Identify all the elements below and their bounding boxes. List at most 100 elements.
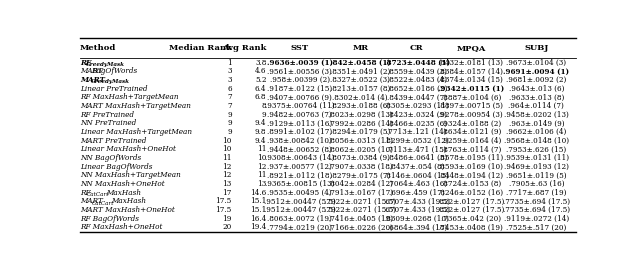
Text: .8437±.054 (8): .8437±.054 (8)	[389, 163, 445, 171]
Text: .8593±.0169 (10): .8593±.0169 (10)	[438, 163, 503, 171]
Text: .7913±.0167 (17): .7913±.0167 (17)	[328, 189, 393, 197]
Text: .7953±.626 (15): .7953±.626 (15)	[506, 145, 566, 153]
Text: .7166±.0226 (20): .7166±.0226 (20)	[328, 223, 393, 231]
Text: .8423±.0324 (9): .8423±.0324 (9)	[387, 111, 447, 119]
Text: MPQA: MPQA	[456, 44, 486, 52]
Text: MaxHash: MaxHash	[111, 197, 146, 205]
Text: .9568±.0148 (10): .9568±.0148 (10)	[504, 137, 569, 145]
Text: .9278±.00954 (3): .9278±.00954 (3)	[438, 111, 503, 119]
Text: .9643±.013 (6): .9643±.013 (6)	[509, 85, 564, 93]
Text: GreedyMask: GreedyMask	[92, 79, 131, 84]
Text: 8: 8	[262, 102, 266, 110]
Text: .8327±.0522 (3): .8327±.0522 (3)	[330, 76, 390, 84]
Text: .8991±.0102 (17): .8991±.0102 (17)	[267, 128, 332, 136]
Text: 15.1: 15.1	[250, 197, 266, 205]
Text: 11: 11	[257, 171, 266, 179]
Text: .8578±.0195 (11): .8578±.0195 (11)	[438, 154, 504, 162]
Text: .6707±.433 (19.5): .6707±.433 (19.5)	[383, 197, 451, 205]
Text: .842±.0458 (1): .842±.0458 (1)	[330, 59, 391, 67]
Text: SUBJ: SUBJ	[524, 44, 548, 52]
Text: .8309±.0268 (10): .8309±.0268 (10)	[385, 215, 449, 223]
Text: .9375±.00764 (11): .9375±.00764 (11)	[265, 102, 335, 110]
Text: .963±.0149 (9): .963±.0149 (9)	[509, 119, 564, 127]
Text: .9469±.0193 (12): .9469±.0193 (12)	[504, 163, 569, 171]
Text: 3.8: 3.8	[255, 59, 266, 67]
Text: .9259±.0164 (4): .9259±.0164 (4)	[441, 137, 501, 145]
Text: NN MaxHash+TargetMean: NN MaxHash+TargetMean	[80, 171, 180, 179]
Text: .8384±.0157 (14): .8384±.0157 (14)	[438, 67, 503, 75]
Text: .7794±.0219 (20): .7794±.0219 (20)	[268, 223, 332, 231]
Text: .8073±.0384 (9): .8073±.0384 (9)	[330, 154, 390, 162]
Text: 14.6: 14.6	[250, 189, 266, 197]
Text: .938±.00842 (10): .938±.00842 (10)	[268, 137, 332, 145]
Text: Linear MaxHash+OneHot: Linear MaxHash+OneHot	[80, 145, 176, 153]
Text: .8023±.0298 (13): .8023±.0298 (13)	[328, 111, 392, 119]
Text: .8305±.0293 (11): .8305±.0293 (11)	[385, 102, 449, 110]
Text: .822±.0127 (17.5): .822±.0127 (17.5)	[437, 206, 504, 214]
Text: .8439±.0447 (7): .8439±.0447 (7)	[387, 93, 447, 101]
Text: NN MaxHash+OneHot: NN MaxHash+OneHot	[80, 180, 164, 188]
Text: MART: MART	[80, 76, 105, 84]
Text: NN PreTrained: NN PreTrained	[80, 119, 136, 127]
Text: .8763±.0114 (7): .8763±.0114 (7)	[441, 145, 501, 153]
Text: .9308±.00643 (14): .9308±.00643 (14)	[265, 154, 335, 162]
Text: 7: 7	[227, 102, 232, 110]
Text: .9448±.00652 (8): .9448±.00652 (8)	[268, 145, 332, 153]
Text: 4.6: 4.6	[255, 67, 266, 75]
Text: .8294±.0179 (5): .8294±.0179 (5)	[330, 128, 390, 136]
Text: .8897±.00715 (5): .8897±.00715 (5)	[438, 102, 503, 110]
Text: SST: SST	[291, 44, 308, 52]
Text: .7907±.0338 (18): .7907±.0338 (18)	[328, 163, 392, 171]
Text: Linear MaxHash+TargetMean: Linear MaxHash+TargetMean	[80, 128, 192, 136]
Text: .8486±.0641 (5): .8486±.0641 (5)	[387, 154, 447, 162]
Text: 5.2: 5.2	[255, 76, 266, 84]
Text: 9: 9	[227, 128, 232, 136]
Text: .8063±.0072 (19): .8063±.0072 (19)	[268, 215, 332, 223]
Text: .7525±.517 (20): .7525±.517 (20)	[506, 223, 566, 231]
Text: MR: MR	[352, 44, 368, 52]
Text: .9681±.0092 (2): .9681±.0092 (2)	[506, 76, 566, 84]
Text: 9.4: 9.4	[255, 137, 266, 145]
Text: 19: 19	[223, 215, 232, 223]
Text: .7365±.042 (20): .7365±.042 (20)	[441, 215, 501, 223]
Text: .8522±.0483 (4): .8522±.0483 (4)	[387, 76, 447, 84]
Text: .8213±.0157 (8): .8213±.0157 (8)	[330, 85, 390, 93]
Text: 3: 3	[227, 67, 232, 75]
Text: 11: 11	[257, 145, 266, 153]
Text: .9651±.0119 (5): .9651±.0119 (5)	[506, 171, 566, 179]
Text: 12: 12	[223, 171, 232, 179]
Text: 17.5: 17.5	[216, 206, 232, 214]
Text: Linear PreTrained: Linear PreTrained	[80, 85, 147, 93]
Text: RF BagOfWords: RF BagOfWords	[80, 215, 139, 223]
Text: .8652±.0186 (2): .8652±.0186 (2)	[387, 85, 447, 93]
Text: .9512±.00447 (5.5): .9512±.00447 (5.5)	[264, 206, 335, 214]
Text: GreedyMask: GreedyMask	[86, 62, 125, 67]
Text: Linear BagOfWords: Linear BagOfWords	[80, 163, 152, 171]
Text: .9129±.0113 (16): .9129±.0113 (16)	[267, 119, 332, 127]
Text: MART: MART	[80, 67, 105, 75]
Text: CatCart: CatCart	[86, 192, 109, 197]
Text: .7416±.0405 (19): .7416±.0405 (19)	[328, 215, 393, 223]
Text: .8146±.0604 (13): .8146±.0604 (13)	[384, 171, 449, 179]
Text: .8302±.014 (4): .8302±.014 (4)	[332, 93, 388, 101]
Text: 17.5: 17.5	[216, 197, 232, 205]
Text: .7735±.694 (17.5): .7735±.694 (17.5)	[503, 197, 570, 205]
Text: .7453±.0408 (19): .7453±.0408 (19)	[438, 223, 503, 231]
Text: .8246±.0152 (16): .8246±.0152 (16)	[438, 189, 504, 197]
Text: MART: MART	[80, 197, 103, 205]
Text: 13: 13	[257, 180, 266, 188]
Text: .8042±.0284 (12): .8042±.0284 (12)	[328, 180, 393, 188]
Text: .7113±.471 (15): .7113±.471 (15)	[387, 145, 447, 153]
Text: NN BagOfWords: NN BagOfWords	[80, 154, 141, 162]
Text: .8466±.0235 (6): .8466±.0235 (6)	[387, 119, 447, 127]
Text: MaxHash: MaxHash	[106, 189, 141, 197]
Text: 16.4: 16.4	[250, 215, 266, 223]
Text: .7064±.463 (16): .7064±.463 (16)	[387, 180, 447, 188]
Text: .8056±.0313 (11): .8056±.0313 (11)	[328, 137, 393, 145]
Text: .8279±.0175 (7): .8279±.0175 (7)	[330, 171, 390, 179]
Text: .9482±.00763 (7): .9482±.00763 (7)	[268, 111, 332, 119]
Text: .6864±.394 (18): .6864±.394 (18)	[387, 223, 447, 231]
Text: Avg Rank: Avg Rank	[222, 44, 266, 52]
Text: .7905±.63 (16): .7905±.63 (16)	[509, 180, 564, 188]
Text: .937±.00577 (12): .937±.00577 (12)	[268, 163, 332, 171]
